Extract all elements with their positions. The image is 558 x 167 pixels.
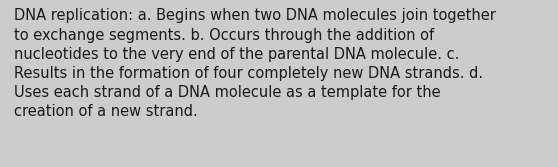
- Text: DNA replication: a. Begins when two DNA molecules join together
to exchange segm: DNA replication: a. Begins when two DNA …: [14, 8, 496, 119]
